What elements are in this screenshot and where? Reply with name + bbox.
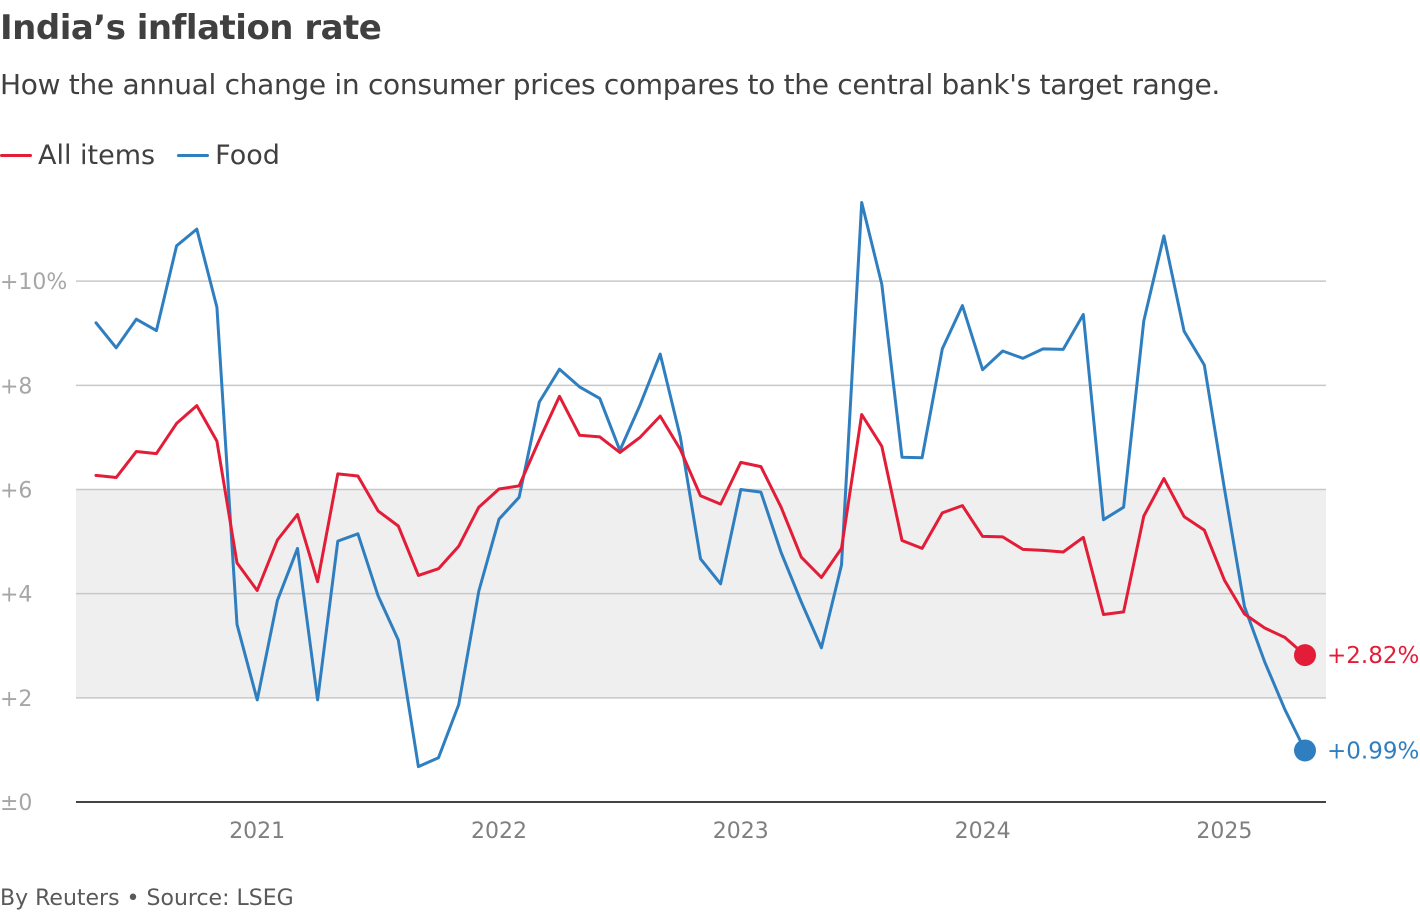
legend-label-food: Food <box>215 140 280 171</box>
end-point-all-items <box>1294 644 1316 667</box>
end-labels: +2.82% +0.99% <box>1294 643 1419 764</box>
end-label-all-items: +2.82% <box>1327 643 1419 669</box>
x-tick-label: 2021 <box>229 819 285 844</box>
x-tick-label: 2025 <box>1196 819 1252 844</box>
chart-title: India’s inflation rate <box>0 8 382 48</box>
y-tick-label: +6 <box>0 479 32 504</box>
legend-item-food: Food <box>177 140 280 171</box>
legend-item-all-items: All items <box>0 140 155 171</box>
series-line-food <box>94 201 1307 769</box>
series-layer <box>94 201 1307 769</box>
end-label-food: +0.99% <box>1327 738 1419 764</box>
legend-swatch-food <box>177 154 210 157</box>
y-tick-label: ±0 <box>0 791 32 816</box>
y-tick-label: +2 <box>0 687 32 712</box>
legend-swatch-all-items <box>0 154 32 157</box>
x-tick-label: 2024 <box>955 819 1011 844</box>
chart-subtitle: How the annual change in consumer prices… <box>0 68 1220 101</box>
legend-label-all-items: All items <box>38 140 156 171</box>
x-tick-label: 2023 <box>713 819 769 844</box>
y-tick-label: +10% <box>0 270 67 295</box>
legend: All items Food <box>0 140 280 171</box>
source-note: By Reuters • Source: LSEG <box>0 886 294 911</box>
y-tick-label: +4 <box>0 583 32 608</box>
end-point-food <box>1294 739 1316 762</box>
x-tick-label: 2022 <box>471 819 527 844</box>
series-line-all-items <box>94 394 1307 657</box>
y-tick-label: +8 <box>0 374 32 399</box>
gridlines: ±0 +2 +4 +6 +8 +10% 2021 2022 2023 2024 2025 <box>0 270 1326 844</box>
